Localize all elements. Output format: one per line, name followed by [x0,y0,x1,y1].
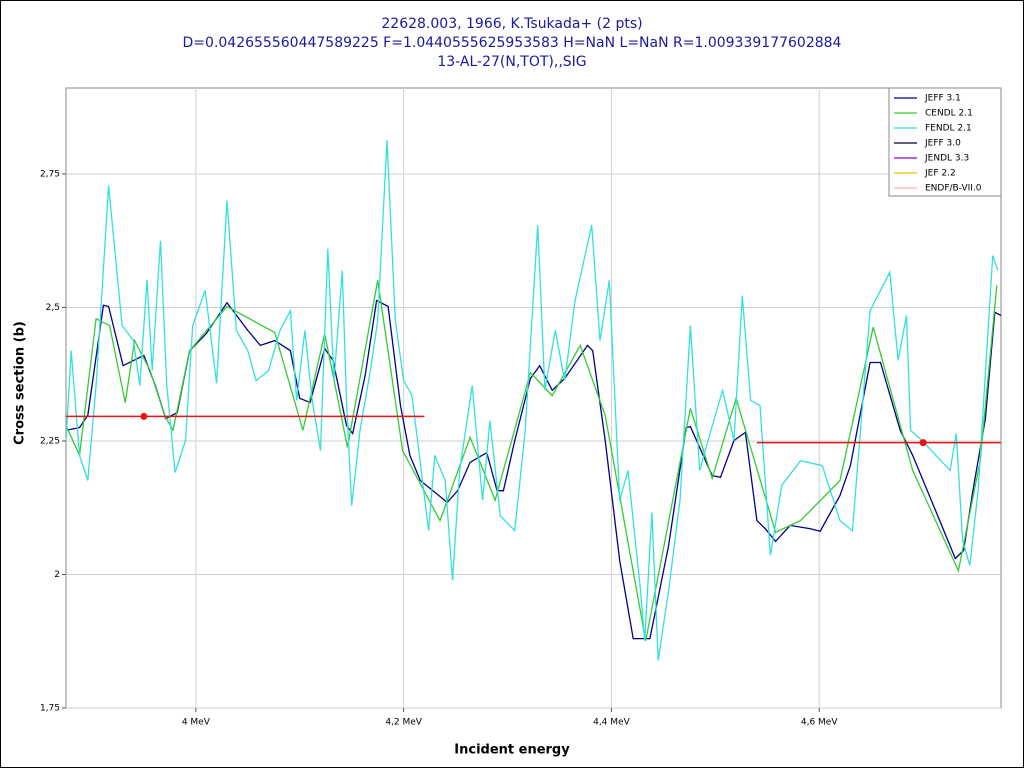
plot-layer [66,140,1001,661]
chart-title: 22628.003, 1966, K.Tsukada+ (2 pts) [381,16,642,32]
series-line [66,299,1001,640]
legend-label: JEF 2.2 [924,169,956,179]
legend-label: JENDL 3.3 [924,154,969,164]
series-line [66,140,999,661]
x-tick-label: 4,2 MeV [385,718,422,728]
legend-label: ENDF/B-VII.0 [925,184,982,194]
legend-box [888,87,1002,197]
x-tick-label: 4,6 MeV [801,718,838,728]
data-point [140,412,148,420]
plot-area [65,87,1002,709]
legend-label: FENDL 2.1 [925,124,972,134]
chart-subtitle: 13-AL-27(N,TOT),,SIG [437,54,586,70]
y-tick-label: 2,75 [40,169,60,179]
legend-label: CENDL 2.1 [925,109,973,119]
data-point [919,439,927,447]
x-axis-label: Incident energy [454,743,570,758]
chart-subtitle: D=0.042655560447589225 F=1.0440555625953… [183,35,842,51]
y-tick-label: 2 [54,570,60,580]
legend-label: JEFF 3.0 [924,139,961,149]
y-axis-label: Cross section (b) [13,321,28,445]
x-tick-label: 4 MeV [182,718,211,728]
y-tick-label: 1,75 [40,704,60,714]
y-tick-label: 2,5 [46,303,60,313]
legend-label: JEFF 3.1 [924,94,961,104]
series-line [66,280,998,641]
x-tick-label: 4,4 MeV [593,718,630,728]
y-tick-label: 2,25 [40,436,60,446]
